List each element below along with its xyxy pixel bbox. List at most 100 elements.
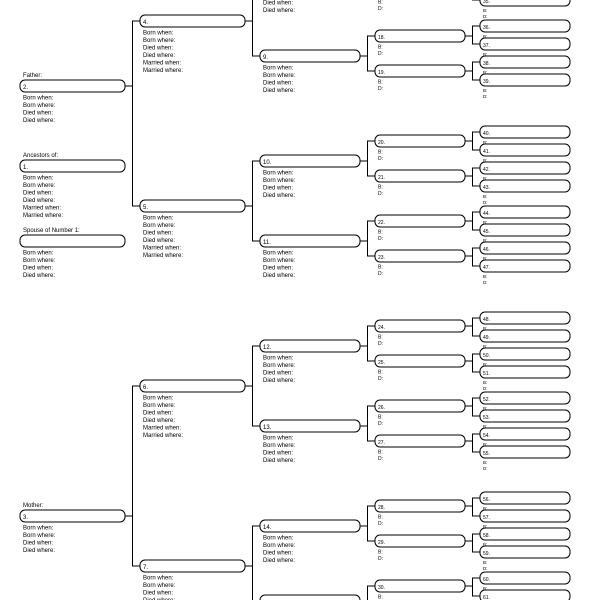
detail-line: B: xyxy=(483,460,487,465)
detail-line: Died where: xyxy=(263,378,295,384)
detail-line: B: xyxy=(378,370,383,376)
connector xyxy=(465,398,480,416)
detail-line: D: xyxy=(378,156,383,162)
detail-line: Born when: xyxy=(143,31,174,37)
ancestor-number: 19. xyxy=(378,70,385,76)
ancestor-number: 42. xyxy=(483,167,490,173)
detail-line: Born where: xyxy=(263,258,296,264)
detail-line: B: xyxy=(378,450,383,456)
detail-line: B: xyxy=(378,230,383,236)
detail-line: Married where: xyxy=(23,213,63,219)
ancestor-number: 3. xyxy=(23,515,28,521)
detail-line: Died where: xyxy=(263,458,295,464)
detail-line: D: xyxy=(378,6,383,12)
detail-line: Died where: xyxy=(263,558,295,564)
ancestor-number: 13. xyxy=(263,425,272,431)
detail-line: D: xyxy=(483,200,488,205)
detail-line: Died when: xyxy=(263,186,293,192)
ancestor-box xyxy=(375,535,465,547)
ancestor-box xyxy=(375,355,465,367)
detail-line: Died when: xyxy=(23,266,53,272)
detail-line: B: xyxy=(378,0,383,6)
ancestor-box xyxy=(480,348,570,360)
detail-line: D: xyxy=(483,466,488,471)
ancestor-box xyxy=(20,160,125,172)
detail-line: Married when: xyxy=(143,246,181,252)
detail-line: Born when: xyxy=(143,216,174,222)
ancestor-number: 60. xyxy=(483,577,490,583)
ancestor-number: 45. xyxy=(483,229,490,235)
detail-line: D: xyxy=(378,86,383,92)
detail-line: B: xyxy=(378,335,383,341)
connector xyxy=(465,212,480,230)
detail-line: Born where: xyxy=(263,73,296,79)
detail-line: Died where: xyxy=(23,273,55,279)
detail-line: D: xyxy=(483,386,488,391)
ancestor-box xyxy=(480,74,570,86)
ancestor-box xyxy=(140,560,245,572)
detail-line: Died where: xyxy=(143,238,175,244)
detail-line: Born when: xyxy=(143,576,174,582)
connector xyxy=(360,586,375,600)
connector xyxy=(360,506,375,541)
ancestor-number: 29. xyxy=(378,540,385,546)
ancestor-number: 23. xyxy=(378,255,385,261)
detail-line: D: xyxy=(378,556,383,562)
ancestor-number: 47. xyxy=(483,265,490,271)
ancestor-box xyxy=(260,420,360,432)
detail-line: Born where: xyxy=(143,223,176,229)
detail-line: Born when: xyxy=(23,96,54,102)
ancestor-box xyxy=(375,215,465,227)
detail-line: B: xyxy=(378,265,383,271)
ancestor-number: 39. xyxy=(483,79,490,85)
ancestor-number: 44. xyxy=(483,211,490,217)
ancestor-box xyxy=(480,242,570,254)
connector xyxy=(465,534,480,552)
ancestor-box xyxy=(260,520,360,532)
node-label: Ancestors of: xyxy=(23,153,58,159)
detail-line: Died when: xyxy=(143,591,173,597)
ancestor-number: 28. xyxy=(378,505,385,511)
detail-line: Died when: xyxy=(263,451,293,457)
ancestor-box xyxy=(480,510,570,522)
ancestor-number: 9. xyxy=(263,55,268,61)
ancestor-box xyxy=(480,206,570,218)
detail-line: B: xyxy=(378,185,383,191)
detail-line: Died when: xyxy=(143,411,173,417)
ancestor-box xyxy=(480,224,570,236)
ancestor-box xyxy=(375,65,465,77)
ancestor-number: 52. xyxy=(483,397,490,403)
connector xyxy=(360,36,375,71)
detail-line: Born when: xyxy=(263,66,294,72)
connector xyxy=(465,168,480,186)
detail-line: D: xyxy=(378,456,383,462)
node-label: Father: xyxy=(23,73,42,79)
detail-line: Died where: xyxy=(23,548,55,554)
ancestor-number: 14. xyxy=(263,525,272,531)
connector xyxy=(360,406,375,441)
detail-line: Married when: xyxy=(143,426,181,432)
ancestor-number: 40. xyxy=(483,131,490,137)
detail-line: D: xyxy=(483,566,488,571)
ancestor-number: 43. xyxy=(483,185,490,191)
detail-line: B: xyxy=(378,45,383,51)
detail-line: D: xyxy=(378,271,383,277)
ancestor-number: 57. xyxy=(483,515,490,521)
detail-line: Died where: xyxy=(263,8,295,14)
ancestor-number: 59. xyxy=(483,551,490,557)
ancestor-box xyxy=(480,56,570,68)
detail-line: D: xyxy=(483,280,488,285)
ancestor-box xyxy=(140,380,245,392)
detail-line: Born where: xyxy=(23,533,56,539)
connector xyxy=(465,354,480,372)
ancestor-number: 22. xyxy=(378,220,385,226)
ancestor-number: 26. xyxy=(378,405,385,411)
detail-line: Born when: xyxy=(263,436,294,442)
ancestor-box xyxy=(480,410,570,422)
detail-line: Born when: xyxy=(23,526,54,532)
detail-line: D: xyxy=(378,236,383,242)
ancestor-number: 20. xyxy=(378,140,385,146)
ancestor-box xyxy=(480,428,570,440)
ancestor-number: 18. xyxy=(378,35,385,41)
detail-line: D: xyxy=(378,341,383,347)
